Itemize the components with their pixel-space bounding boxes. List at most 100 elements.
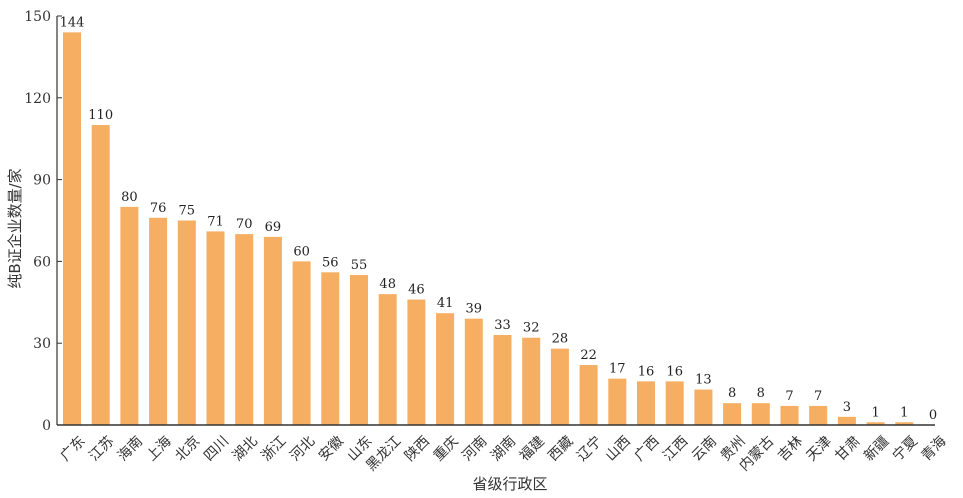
bar: [723, 403, 742, 425]
bar-value-label: 144: [60, 15, 85, 30]
bar: [436, 313, 455, 425]
bar-value-label: 7: [785, 389, 793, 404]
bar: [637, 381, 655, 425]
bar-value-label: 69: [265, 220, 282, 235]
bar: [177, 220, 196, 425]
y-tick-label: 150: [24, 9, 51, 25]
bar-value-label: 60: [293, 244, 310, 259]
bar-value-label: 80: [121, 190, 138, 205]
x-tick-label: 云南: [689, 433, 720, 464]
y-axis-title: 纯B证企业数量/家: [6, 168, 24, 288]
bar-value-label: 3: [843, 400, 851, 415]
x-tick-label: 甘肃: [832, 433, 863, 464]
bar-value-label: 39: [466, 302, 483, 317]
x-tick-label: 重庆: [431, 433, 462, 464]
bar-value-label: 32: [523, 321, 540, 336]
bar: [149, 217, 168, 425]
bar-value-label: 76: [150, 201, 167, 216]
x-tick-label: 天津: [804, 433, 835, 464]
bar: [91, 125, 110, 426]
bar: [809, 405, 828, 425]
x-tick-label: 福建: [517, 433, 548, 464]
bar-value-label: 13: [695, 373, 712, 388]
bar-value-label: 48: [379, 277, 396, 292]
bar: [579, 365, 598, 425]
x-tick-label: 广东: [57, 433, 88, 464]
bar-value-label: 8: [728, 386, 736, 401]
bar: [464, 318, 483, 425]
bar: [407, 299, 426, 425]
y-tick-label: 120: [24, 91, 51, 107]
x-tick-label: 宁夏: [889, 433, 921, 465]
x-tick-label: 安徽: [316, 433, 347, 464]
bar-value-label: 56: [322, 255, 339, 270]
bar: [550, 348, 569, 425]
bar-value-label: 7: [814, 389, 822, 404]
bar: [493, 335, 512, 425]
bar: [522, 337, 541, 425]
x-axis-title: 省级行政区: [472, 475, 547, 493]
y-tick-label: 30: [33, 336, 51, 352]
bar-value-label: 8: [757, 386, 765, 401]
x-tick-label: 湖北: [230, 433, 261, 464]
y-tick-label: 0: [42, 418, 51, 434]
x-tick-label: 江西: [660, 433, 691, 464]
x-tick-label: 河北: [287, 433, 318, 464]
bar: [895, 422, 914, 425]
bar-value-label: 16: [638, 364, 655, 379]
x-tick-label: 四川: [201, 433, 232, 464]
bar: [751, 403, 770, 425]
x-tick-label: 青海: [918, 433, 949, 464]
bar: [665, 381, 684, 425]
bar-value-label: 16: [666, 364, 683, 379]
x-tick-label: 江苏: [86, 433, 117, 464]
x-tick-label: 吉林: [775, 433, 806, 464]
x-axis-tick-labels: 广东江苏海南上海北京四川湖北浙江河北安徽山东黑龙江陕西重庆河南湖南福建西藏辽宁山…: [57, 433, 949, 475]
x-tick-label: 西藏: [545, 433, 576, 464]
x-tick-label: 陕西: [402, 433, 433, 464]
x-tick-label: 海南: [115, 433, 146, 464]
bar-value-label: 1: [900, 405, 908, 420]
x-tick-label: 广西: [631, 433, 662, 464]
bar-value-label: 22: [580, 348, 597, 363]
bar: [120, 206, 139, 425]
x-tick-label: 湖南: [488, 433, 519, 464]
bar: [263, 236, 282, 425]
bar: [350, 275, 368, 425]
x-tick-label: 上海: [144, 433, 175, 464]
bar-value-label: 75: [179, 204, 196, 219]
bar: [780, 405, 799, 425]
bar-value-label: 46: [408, 283, 425, 298]
bar-value-label: 55: [351, 258, 368, 273]
bar-value-label: 41: [437, 296, 454, 311]
y-tick-label: 90: [33, 173, 51, 189]
bar-value-label: 1: [871, 405, 879, 420]
bar-value-label: 33: [494, 318, 511, 333]
bar-value-label: 71: [207, 214, 224, 229]
x-tick-label: 辽宁: [573, 433, 605, 465]
bar: [292, 261, 311, 425]
x-tick-label: 山西: [603, 433, 634, 464]
bar: [608, 378, 627, 425]
y-tick-label: 60: [33, 254, 51, 270]
bar: [694, 389, 713, 425]
x-tick-label: 浙江: [258, 433, 289, 464]
bar-value-label: 17: [609, 362, 626, 377]
x-tick-label: 河南: [459, 433, 490, 464]
bar: [866, 422, 885, 425]
bar-value-label: 70: [236, 217, 253, 232]
bars: [63, 32, 914, 426]
bar: [235, 234, 254, 425]
bar-value-label: 0: [929, 408, 937, 423]
x-tick-label: 新疆: [861, 433, 892, 464]
y-axis-ticks: 0 30 60 90 120 150: [24, 9, 62, 434]
bar: [206, 231, 225, 425]
bar-value-label: 110: [88, 108, 113, 123]
x-tick-label: 北京: [172, 433, 203, 464]
bar: [321, 272, 340, 425]
bar-value-label: 28: [552, 332, 569, 347]
bar: [63, 32, 81, 426]
bar: [378, 294, 397, 425]
